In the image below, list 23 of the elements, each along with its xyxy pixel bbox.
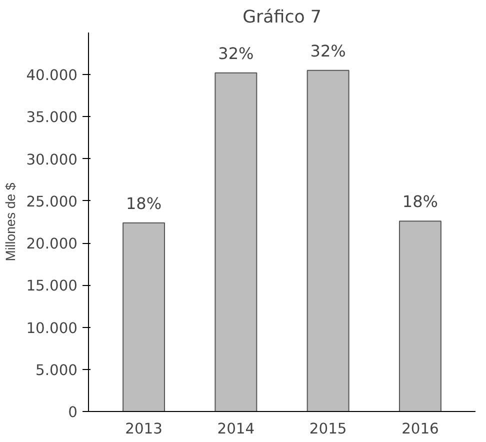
y-axis-title: Millones de $ <box>3 182 18 262</box>
y-tick-label: 35.000 <box>26 109 78 126</box>
bar <box>398 220 442 412</box>
x-tick-label: 2013 <box>125 420 162 438</box>
annotation: 32% <box>218 44 254 63</box>
bar <box>306 70 350 412</box>
y-tick-label: 10.000 <box>26 320 78 337</box>
y-tick-label: 0 <box>68 404 78 421</box>
x-tick-label: 2016 <box>402 420 439 438</box>
y-tick-label: 15.000 <box>26 278 78 295</box>
chart-title: Gráfico 7 <box>242 8 322 28</box>
x-tick-label: 2015 <box>309 420 347 438</box>
annotation: 18% <box>402 192 438 212</box>
y-tick-label: 30.000 <box>26 151 78 168</box>
y-tick-label: 5.000 <box>36 362 78 379</box>
annotation: 18% <box>126 194 162 213</box>
x-tick-label: 2014 <box>217 420 255 438</box>
y-tick-label: 20.000 <box>26 236 78 253</box>
bar <box>214 72 258 412</box>
annotation: 32% <box>310 41 346 60</box>
bar <box>122 222 166 412</box>
y-tick-label: 25.000 <box>26 193 78 210</box>
y-tick-label: 40.000 <box>26 67 78 84</box>
